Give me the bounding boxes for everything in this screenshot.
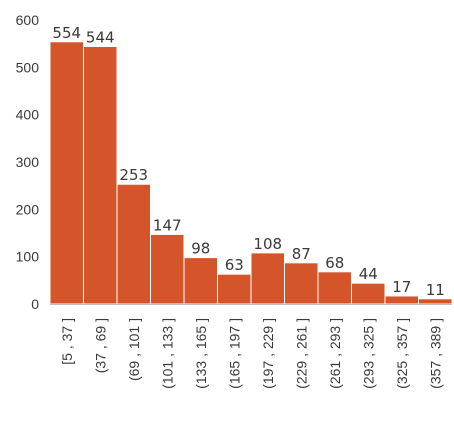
bar: [418, 298, 453, 305]
data-label: 87: [292, 245, 311, 263]
x-tick-label: (325 , 357 ]: [394, 318, 410, 389]
y-tick-label: 600: [16, 12, 40, 28]
y-tick-label: 0: [31, 296, 39, 312]
x-tick-label: (229 , 261 ]: [293, 318, 309, 389]
data-label: 44: [359, 265, 378, 283]
data-label: 63: [225, 256, 244, 274]
data-label: 108: [253, 235, 282, 253]
data-label: 554: [52, 24, 81, 42]
y-axis: 0 100 200 300 400 500 600: [16, 12, 40, 312]
bar: [384, 295, 419, 305]
bar: [284, 262, 319, 305]
x-tick-label: (165 , 197 ]: [226, 318, 242, 389]
bar: [183, 257, 218, 305]
x-tick-label: (197 , 229 ]: [260, 318, 276, 389]
data-label: 147: [153, 216, 182, 234]
x-tick-label: (357 , 389 ]: [427, 318, 443, 389]
x-tick-label: (261 , 293 ]: [327, 318, 343, 389]
data-label: 544: [86, 29, 115, 47]
bar: [351, 282, 386, 305]
data-label: 17: [392, 278, 411, 296]
bar: [217, 273, 252, 305]
bar: [250, 252, 285, 305]
x-tick-label: (293 , 325 ]: [360, 318, 376, 389]
data-labels: 554 544 253 147 98 63 108 87 68 44 17 11: [52, 24, 444, 299]
data-label: 68: [325, 254, 344, 272]
x-tick-label: [5 , 37 ]: [59, 318, 75, 365]
y-tick-label: 100: [16, 249, 40, 265]
bar: [83, 46, 118, 305]
bar: [150, 233, 185, 305]
bar: [116, 183, 151, 305]
y-tick-label: 400: [16, 107, 40, 123]
data-label: 253: [119, 166, 148, 184]
y-tick-label: 500: [16, 59, 40, 75]
x-tick-label: (37 , 69 ]: [92, 318, 108, 373]
x-axis: [5 , 37 ] (37 , 69 ] (69 , 101 ] (101 , 133…: [59, 318, 444, 389]
bar: [317, 271, 352, 305]
x-tick-label: (133 , 165 ]: [193, 318, 209, 389]
y-tick-label: 200: [16, 201, 40, 217]
data-label: 98: [191, 240, 210, 258]
data-label: 11: [426, 281, 445, 299]
bar: [49, 41, 84, 305]
bars: [49, 41, 453, 305]
x-tick-label: (69 , 101 ]: [126, 318, 142, 381]
y-tick-label: 300: [16, 154, 40, 170]
x-tick-label: (101 , 133 ]: [159, 318, 175, 389]
